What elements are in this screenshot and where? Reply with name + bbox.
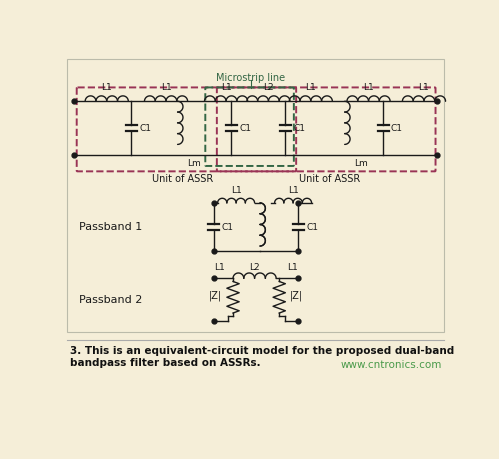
Text: L1: L1 bbox=[288, 186, 298, 195]
Text: Lm: Lm bbox=[354, 159, 368, 168]
Text: Passband 1: Passband 1 bbox=[79, 222, 142, 232]
Text: L1: L1 bbox=[287, 263, 298, 272]
Text: |Z|: |Z| bbox=[209, 291, 222, 301]
Text: Passband 2: Passband 2 bbox=[79, 295, 142, 305]
Text: C1: C1 bbox=[293, 124, 305, 133]
Text: C1: C1 bbox=[239, 124, 251, 133]
Text: L2: L2 bbox=[250, 263, 260, 272]
Text: www.cntronics.com: www.cntronics.com bbox=[340, 360, 442, 370]
Text: L1: L1 bbox=[101, 83, 112, 92]
Text: C1: C1 bbox=[391, 124, 403, 133]
Text: L1: L1 bbox=[221, 83, 232, 92]
Text: L2: L2 bbox=[263, 83, 274, 92]
Text: Unit of ASSR: Unit of ASSR bbox=[298, 174, 360, 185]
Bar bbox=[67, 59, 444, 332]
Text: Lm: Lm bbox=[187, 159, 201, 168]
Text: C1: C1 bbox=[222, 223, 234, 232]
Text: Microstrip line: Microstrip line bbox=[216, 73, 285, 83]
Text: L1: L1 bbox=[419, 83, 429, 92]
Text: L1: L1 bbox=[215, 263, 226, 272]
Text: L1: L1 bbox=[305, 83, 316, 92]
Text: L1: L1 bbox=[161, 83, 172, 92]
Text: C1: C1 bbox=[306, 223, 318, 232]
Text: |Z|: |Z| bbox=[290, 291, 303, 301]
Text: C1: C1 bbox=[139, 124, 151, 133]
Text: 3. This is an equivalent-circuit model for the proposed dual-band
bandpass filte: 3. This is an equivalent-circuit model f… bbox=[70, 346, 454, 368]
Text: L1: L1 bbox=[231, 186, 242, 195]
Text: Unit of ASSR: Unit of ASSR bbox=[152, 174, 214, 185]
Text: L1: L1 bbox=[363, 83, 374, 92]
